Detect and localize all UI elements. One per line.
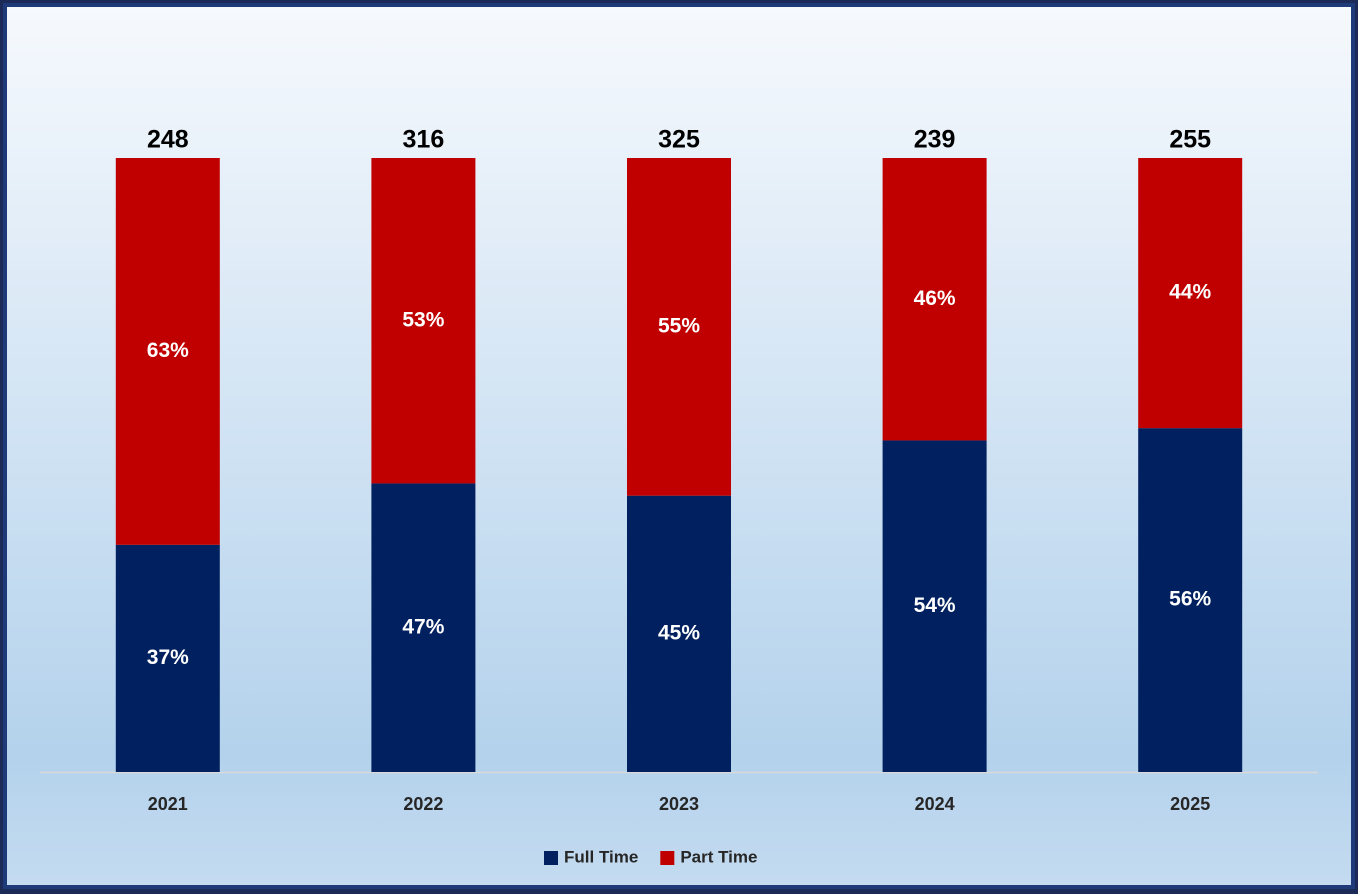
- legend-label: Full Time: [564, 847, 638, 866]
- data-label: 37%: [147, 646, 189, 669]
- data-label: 47%: [402, 615, 444, 638]
- bar-segment: [627, 158, 731, 496]
- total-label: 239: [914, 126, 956, 154]
- x-tick-label: 2024: [915, 794, 955, 814]
- total-label: 316: [403, 126, 445, 154]
- bar-segment: [371, 483, 476, 772]
- legend-swatch: [660, 851, 675, 865]
- x-tick-label: 2025: [1170, 794, 1210, 814]
- data-label: 46%: [914, 287, 956, 310]
- total-label: 248: [147, 126, 189, 154]
- data-label: 55%: [658, 314, 700, 337]
- total-label: 325: [658, 126, 700, 154]
- data-label: 63%: [147, 339, 189, 362]
- data-label: 45%: [658, 621, 700, 644]
- bar-segment: [115, 158, 220, 545]
- bar-segment: [1138, 428, 1243, 772]
- data-label: 54%: [914, 594, 956, 617]
- data-label: 44%: [1169, 281, 1211, 304]
- bar-segment: [371, 158, 476, 484]
- data-label: 53%: [402, 308, 444, 331]
- x-tick-label: 2023: [659, 794, 699, 814]
- bar-segment: [1138, 158, 1243, 429]
- bar-segment: [115, 544, 220, 772]
- x-tick-label: 2022: [403, 794, 443, 814]
- bar-segment: [882, 158, 987, 441]
- total-label: 255: [1169, 126, 1211, 154]
- bar-segment: [627, 495, 731, 772]
- legend-swatch: [544, 851, 558, 865]
- bar-segment: [882, 440, 987, 772]
- legend-label: Part Time: [680, 847, 757, 866]
- x-tick-label: 2021: [148, 794, 188, 814]
- data-label: 56%: [1169, 588, 1211, 611]
